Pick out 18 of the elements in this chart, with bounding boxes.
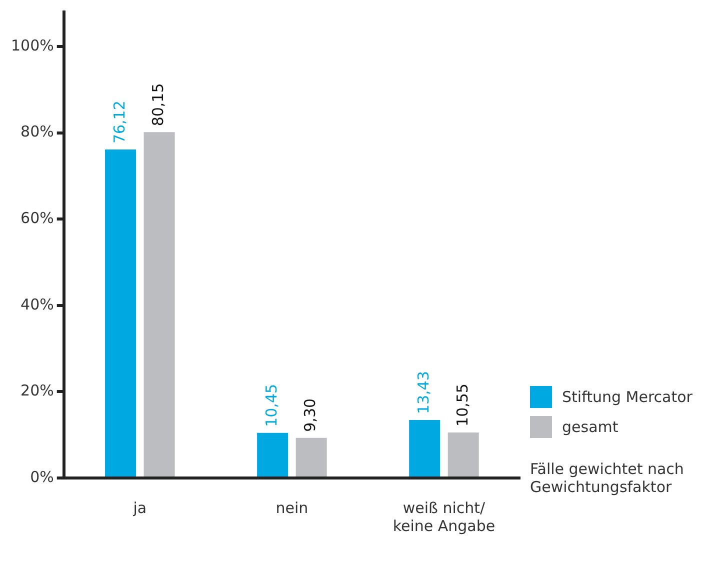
- data-label: 10,45: [262, 384, 280, 427]
- text: Fälle gewichtet nach Gewichtungsfaktor: [530, 460, 684, 496]
- y-tick-label: 80%: [20, 122, 54, 141]
- legend-label: Stiftung Mercator: [562, 388, 692, 406]
- data-label: 13,43: [414, 371, 432, 414]
- y-tick-label: 20%: [20, 382, 54, 400]
- y-tick-label: 100%: [10, 36, 54, 54]
- data-label: 76,12: [110, 100, 128, 144]
- data-label: 10,55: [453, 384, 472, 426]
- y-tick-label: 40%: [20, 295, 54, 314]
- x-tick-label: nein: [276, 498, 308, 517]
- y-tick-label: 0%: [30, 468, 54, 486]
- legend-label: gesamt: [562, 418, 618, 436]
- x-tick-label: ja: [132, 498, 147, 517]
- data-label: 80,15: [149, 83, 168, 126]
- data-label: 9,30: [301, 398, 320, 432]
- x-tick-label: weiß nicht/ keine Angabe: [392, 498, 496, 535]
- y-tick-label: 60%: [20, 209, 54, 227]
